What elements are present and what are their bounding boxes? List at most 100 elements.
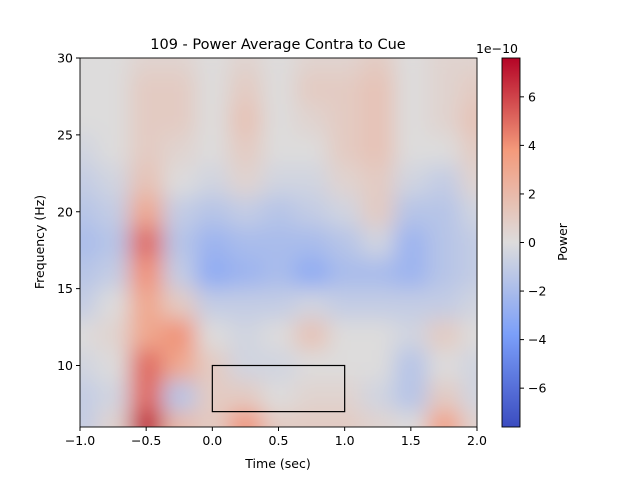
heatmap-cell bbox=[96, 411, 131, 427]
colorbar-tick-label: −4 bbox=[528, 332, 546, 347]
heatmap-cell bbox=[96, 104, 131, 136]
heatmap-cell bbox=[361, 411, 395, 427]
heatmap-cell bbox=[162, 227, 197, 259]
heatmap-cell bbox=[80, 196, 98, 228]
heatmap-cell bbox=[427, 227, 461, 259]
chart-title: 109 - Power Average Contra to Cue bbox=[150, 37, 406, 53]
heatmap-cell bbox=[394, 257, 428, 290]
heatmap-cell bbox=[295, 165, 329, 197]
heatmap-cell bbox=[295, 227, 329, 259]
heatmap-cell bbox=[328, 411, 362, 427]
y-tick-label: 25 bbox=[57, 127, 73, 142]
x-tick-label: −1.0 bbox=[65, 433, 95, 448]
heatmap-cell bbox=[328, 73, 362, 105]
heatmap-cell bbox=[129, 319, 164, 351]
heatmap-cell bbox=[195, 288, 230, 320]
heatmap-cell bbox=[328, 288, 362, 320]
heatmap-cell bbox=[460, 350, 477, 382]
heatmap-cell bbox=[80, 319, 98, 351]
heatmap-cell bbox=[195, 196, 230, 228]
heatmap-cell bbox=[394, 73, 428, 105]
heatmap-cell bbox=[427, 73, 461, 105]
heatmap-cell bbox=[80, 165, 98, 197]
heatmap-cell bbox=[427, 165, 461, 197]
heatmap-cell bbox=[361, 165, 395, 197]
colorbar-tick-label: −6 bbox=[528, 381, 546, 396]
heatmap-cell bbox=[295, 257, 329, 290]
heatmap-cell bbox=[129, 196, 164, 228]
heatmap-cell bbox=[162, 134, 197, 167]
colorbar-tick-label: 2 bbox=[528, 186, 536, 201]
heatmap-cell bbox=[129, 227, 164, 259]
heatmap-cell bbox=[129, 165, 164, 197]
heatmap-cell bbox=[129, 411, 164, 427]
heatmap-cell bbox=[295, 134, 329, 167]
heatmap-cell bbox=[80, 104, 98, 136]
colorbar-tick-label: −2 bbox=[528, 284, 546, 299]
heatmap-cell bbox=[228, 380, 263, 413]
colorbar-offset-text: 1e−10 bbox=[476, 41, 518, 56]
heatmap-cell bbox=[228, 288, 263, 320]
heatmap-cell bbox=[261, 104, 296, 136]
heatmap-cell bbox=[460, 196, 477, 228]
x-tick-label: 1.5 bbox=[401, 433, 421, 448]
heatmap-cell bbox=[228, 319, 263, 351]
heatmap-cell bbox=[129, 350, 164, 382]
heatmap-cell bbox=[261, 165, 296, 197]
heatmap-cell bbox=[195, 257, 230, 290]
heatmap-cell bbox=[295, 73, 329, 105]
heatmap-cell bbox=[394, 104, 428, 136]
heatmap-cell bbox=[328, 104, 362, 136]
heatmap-cell bbox=[361, 134, 395, 167]
y-tick-label: 30 bbox=[57, 51, 73, 66]
heatmap-cell bbox=[228, 104, 263, 136]
heatmap-cell bbox=[195, 134, 230, 167]
heatmap-cell bbox=[195, 104, 230, 136]
heatmap-cell bbox=[394, 58, 428, 74]
heatmap-cell bbox=[328, 196, 362, 228]
colorbar-tick-label: 6 bbox=[528, 89, 536, 104]
heatmap-cell bbox=[427, 350, 461, 382]
heatmap-cell bbox=[195, 227, 230, 259]
heatmap-cell bbox=[162, 288, 197, 320]
colorbar-label: Power bbox=[555, 222, 570, 261]
heatmap-cell bbox=[261, 257, 296, 290]
heatmap-cell bbox=[427, 58, 461, 74]
y-tick-label: 15 bbox=[57, 281, 73, 296]
heatmap-cell bbox=[328, 58, 362, 74]
heatmap-cell bbox=[162, 165, 197, 197]
heatmap-cell bbox=[129, 58, 164, 74]
heatmap-cell bbox=[295, 196, 329, 228]
y-tick-label: 10 bbox=[57, 358, 73, 373]
heatmap-cell bbox=[394, 196, 428, 228]
heatmap-cell bbox=[228, 134, 263, 167]
y-tick-label: 20 bbox=[57, 204, 73, 219]
heatmap-cell bbox=[427, 134, 461, 167]
heatmap-cell bbox=[96, 134, 131, 167]
heatmap-cell bbox=[96, 350, 131, 382]
heatmap-cell bbox=[96, 165, 131, 197]
heatmap-cell bbox=[96, 73, 131, 105]
x-tick-label: −0.5 bbox=[131, 433, 161, 448]
heatmap-cell bbox=[261, 73, 296, 105]
heatmap-area bbox=[80, 58, 477, 427]
heatmap-cell bbox=[129, 288, 164, 320]
colorbar-tick-label: 0 bbox=[528, 235, 536, 250]
heatmap-cell bbox=[195, 319, 230, 351]
heatmap-cell bbox=[361, 196, 395, 228]
heatmap-cell bbox=[261, 380, 296, 413]
heatmap-cell bbox=[261, 58, 296, 74]
heatmap-cell bbox=[96, 380, 131, 413]
heatmap-cell bbox=[96, 227, 131, 259]
x-axis: −1.0 −0.5 0.0 0.5 1.0 1.5 2.0 bbox=[65, 427, 487, 448]
heatmap-cell bbox=[394, 380, 428, 413]
heatmap-cell bbox=[361, 380, 395, 413]
heatmap-cell bbox=[460, 411, 477, 427]
heatmap-cell bbox=[96, 58, 131, 74]
heatmap-cell bbox=[427, 257, 461, 290]
heatmap-cell bbox=[162, 319, 197, 351]
heatmap-cell bbox=[427, 319, 461, 351]
heatmap-cell bbox=[80, 380, 98, 413]
heatmap-cell bbox=[361, 319, 395, 351]
heatmap-cell bbox=[80, 227, 98, 259]
